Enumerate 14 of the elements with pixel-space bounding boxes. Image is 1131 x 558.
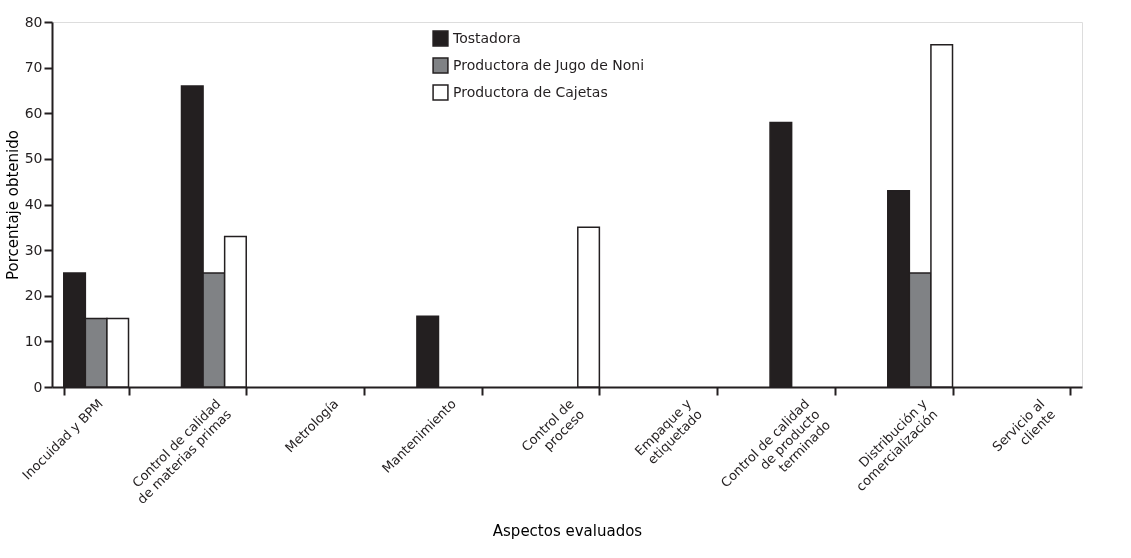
legend-label: Productora de Cajetas bbox=[453, 83, 608, 100]
y-tick-label: 60 bbox=[24, 104, 43, 121]
legend-label: Productora de Jugo de Noni bbox=[453, 56, 645, 73]
y-tick-label: 70 bbox=[24, 59, 43, 76]
y-tick-label: 30 bbox=[24, 241, 43, 258]
legend-label: Tostadora bbox=[452, 29, 521, 46]
y-axis-title: Porcentaje obtenido bbox=[3, 130, 22, 280]
x-axis-title: Aspectos evaluados bbox=[492, 521, 643, 540]
y-tick-label: 80 bbox=[24, 13, 43, 30]
y-tick-label: 0 bbox=[33, 378, 43, 395]
y-tick-label: 10 bbox=[24, 332, 43, 349]
y-tick-label: 40 bbox=[24, 196, 43, 212]
y-tick-label: 20 bbox=[24, 287, 43, 304]
y-tick-label: 50 bbox=[24, 150, 43, 167]
